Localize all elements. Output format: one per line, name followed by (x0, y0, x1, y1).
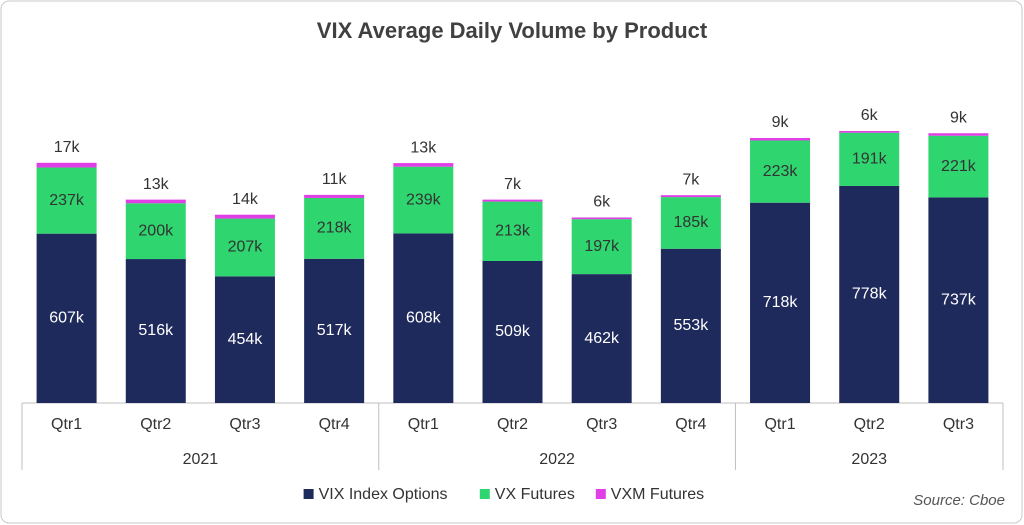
data-label: 7k (682, 171, 700, 188)
x-tick-label: Qtr1 (408, 416, 439, 433)
data-label: 778k (852, 286, 888, 303)
x-tick-label: Qtr4 (675, 416, 706, 433)
bar-segment (660, 195, 721, 198)
bar-segment (214, 218, 275, 277)
data-label: 13k (143, 176, 170, 193)
data-label: 11k (322, 171, 348, 188)
x-tick-label: Qtr3 (229, 416, 260, 433)
data-label: 207k (228, 239, 264, 256)
bar-segment (482, 261, 543, 403)
bar-segment (571, 217, 632, 220)
bar-segment (304, 258, 365, 403)
x-tick-label: Qtr3 (586, 416, 617, 433)
bar-segment (36, 233, 97, 403)
data-label: 239k (406, 191, 442, 208)
x-tick-label: Qtr1 (764, 416, 795, 433)
bar-segment (750, 202, 811, 403)
bar-segment (482, 199, 543, 202)
data-label: 7k (504, 176, 522, 193)
data-label: 517k (317, 322, 353, 339)
bar-segment (125, 259, 186, 403)
legend-label: VXM Futures (611, 486, 704, 503)
data-label: 17k (54, 139, 81, 156)
bar-segment (482, 201, 543, 262)
legend-swatch (479, 489, 490, 499)
bar-segment (125, 203, 186, 260)
data-label: 6k (593, 194, 611, 211)
x-tick-label: Qtr3 (943, 416, 974, 433)
data-label: 185k (674, 214, 710, 231)
chart-title: VIX Average Daily Volume by Product (317, 18, 708, 43)
x-tick-label: Qtr2 (497, 416, 528, 433)
x-tick-label: Qtr2 (140, 416, 171, 433)
data-label: 462k (584, 330, 620, 347)
legend-swatch (303, 489, 314, 499)
bar-segment (928, 135, 989, 198)
source-note: Source: Cboe (913, 492, 1005, 509)
x-tick-label: Qtr4 (319, 416, 350, 433)
bar-segment (393, 163, 454, 167)
bar-segment (393, 233, 454, 403)
data-label: 223k (763, 163, 799, 180)
bar-segment (571, 274, 632, 403)
x-tick-label: Qtr1 (51, 416, 82, 433)
data-label: 221k (941, 158, 977, 175)
data-label: 553k (674, 317, 710, 334)
bar-segment (214, 214, 275, 219)
bar-segment (839, 131, 900, 133)
data-label: 6k (861, 107, 879, 124)
data-label: 13k (410, 139, 437, 156)
data-label: 607k (49, 310, 85, 327)
bar-segment (304, 194, 365, 198)
bar-segment (750, 140, 811, 203)
data-label: 718k (763, 294, 799, 311)
data-label: 218k (317, 220, 353, 237)
bar-segment (928, 133, 989, 136)
data-label: 213k (495, 223, 531, 240)
data-label: 737k (941, 291, 977, 308)
data-label: 200k (138, 222, 174, 239)
data-label: 454k (228, 331, 264, 348)
bar-segment (839, 185, 900, 403)
data-label: 509k (495, 323, 531, 340)
bar-segment (571, 219, 632, 275)
bar-segment (36, 162, 97, 168)
data-label: 14k (232, 191, 259, 208)
bar-segment (928, 197, 989, 403)
data-label: 608k (406, 309, 442, 326)
bar-segment (750, 137, 811, 141)
bar-segment (660, 197, 721, 249)
data-label: 9k (950, 109, 968, 126)
bar-segment (660, 248, 721, 403)
data-label: 237k (49, 192, 85, 209)
group-label: 2022 (539, 451, 575, 468)
data-label: 9k (772, 114, 790, 131)
bar-segment (125, 199, 186, 204)
legend-swatch (595, 489, 606, 499)
group-label: 2023 (851, 451, 887, 468)
bar-segment (839, 132, 900, 186)
bar-segment (214, 276, 275, 403)
data-label: 516k (138, 322, 174, 339)
data-label: 197k (584, 238, 620, 255)
legend-label: VX Futures (495, 486, 575, 503)
bar-segment (393, 166, 454, 234)
bar-segment (304, 197, 365, 259)
bar-segment (36, 167, 97, 234)
x-tick-label: Qtr2 (854, 416, 885, 433)
legend-label: VIX Index Options (319, 486, 448, 503)
data-label: 191k (852, 151, 888, 168)
group-label: 2021 (183, 451, 219, 468)
